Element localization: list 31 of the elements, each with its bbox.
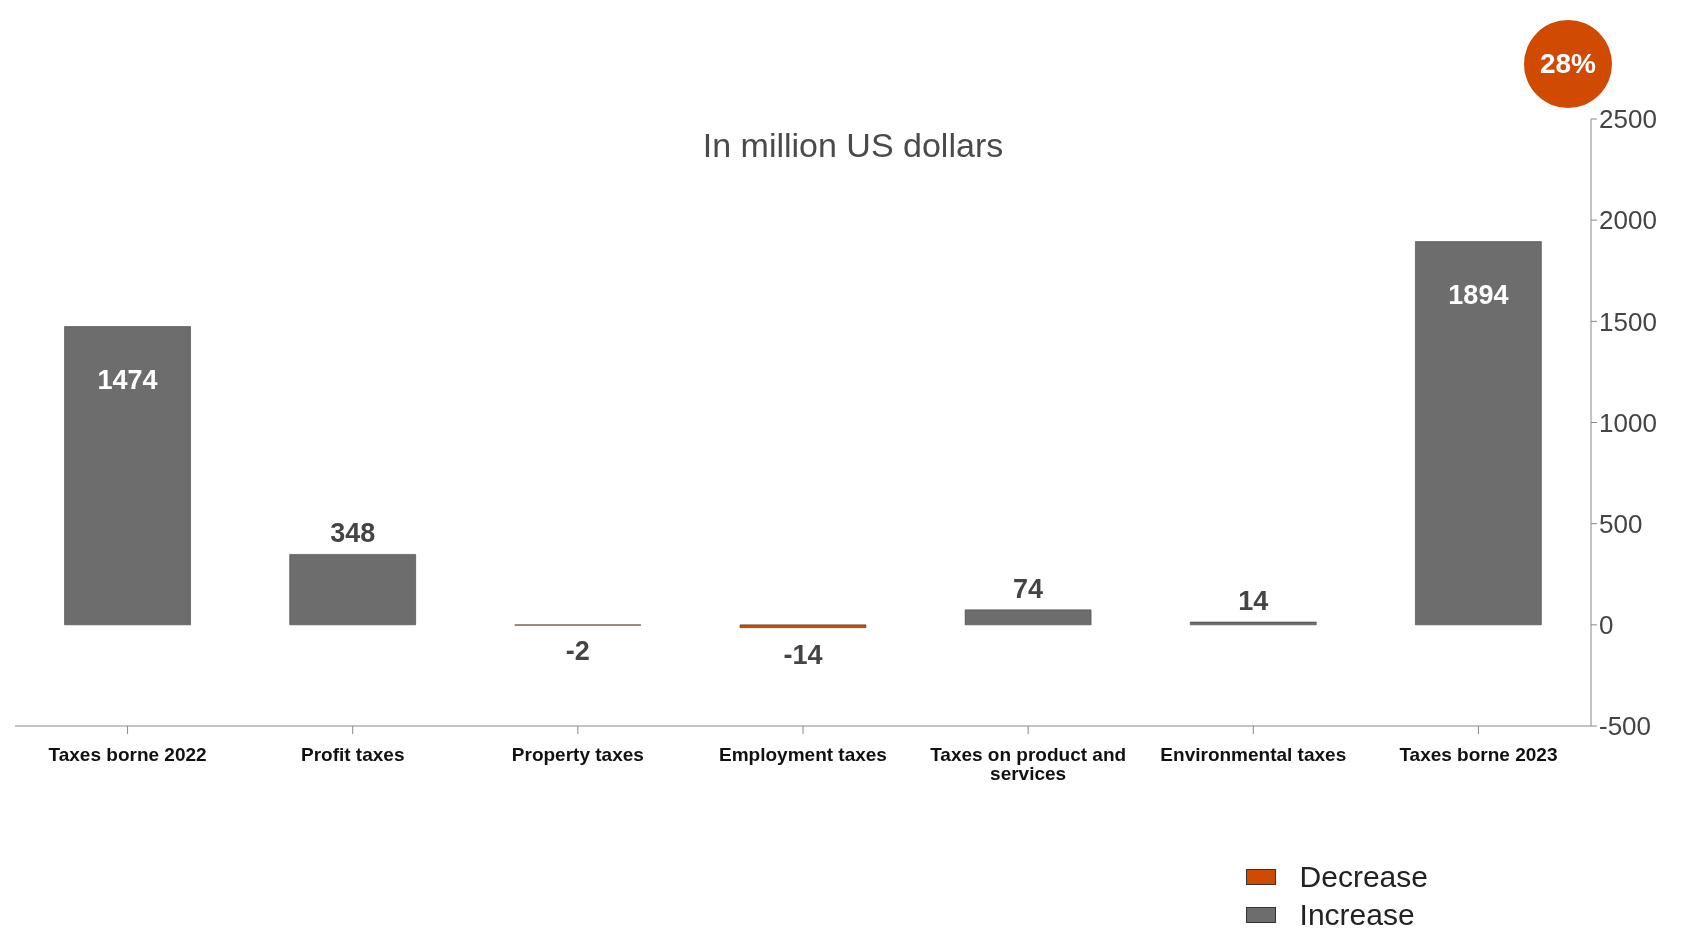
bar (64, 326, 191, 626)
legend-label: Decrease (1299, 859, 1428, 895)
y-tick-label: 0 (1599, 610, 1614, 641)
bar (739, 624, 867, 628)
x-tick-label: Taxes borne 2023 (1399, 744, 1558, 766)
bar (964, 609, 1092, 626)
legend-label: Increase (1299, 897, 1415, 933)
x-tick-label: Property taxes (511, 744, 644, 766)
bar (1190, 621, 1317, 626)
x-tick-label: Taxes borne 2022 (48, 744, 207, 766)
data-label: -14 (783, 640, 823, 671)
data-label: 14 (1238, 586, 1269, 616)
x-tick-label: Employment taxes (719, 744, 887, 766)
text: 28% (1539, 48, 1597, 79)
y-tick-label: 2500 (1599, 104, 1657, 135)
data-label: 1894 (1448, 279, 1509, 310)
bar (1415, 241, 1542, 626)
y-tick-label: 1500 (1599, 306, 1657, 337)
data-label: 1474 (97, 364, 158, 395)
data-label: 74 (1013, 573, 1044, 604)
x-tick-label: Profit taxes (300, 744, 405, 766)
y-tick-label: 1000 (1599, 407, 1657, 438)
y-tick-label: -500 (1599, 711, 1652, 742)
bar (289, 554, 416, 626)
data-label: 348 (330, 518, 376, 549)
y-tick-label: 2000 (1599, 205, 1657, 236)
chart-title: In million US dollars (702, 126, 1004, 164)
data-label: -2 (565, 635, 590, 666)
y-tick-label: 500 (1599, 508, 1643, 539)
x-tick-label: Taxes on product and services (930, 744, 1127, 785)
x-tick-label: Environmental taxes (1160, 744, 1347, 766)
